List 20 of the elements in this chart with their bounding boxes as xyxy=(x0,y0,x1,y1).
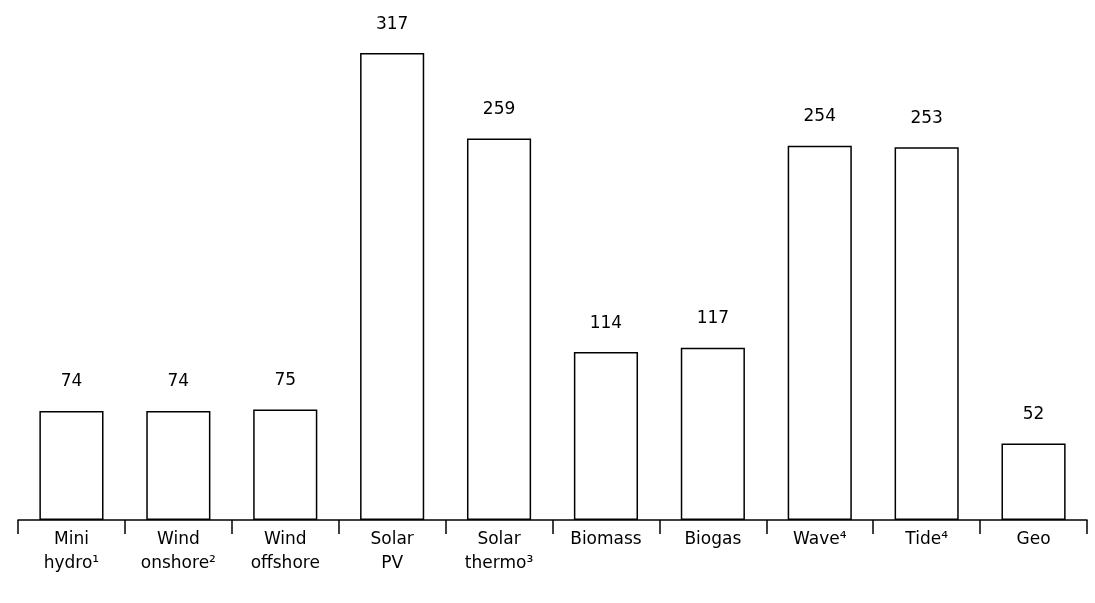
data-label: 52 xyxy=(1022,402,1045,423)
data-label: 74 xyxy=(60,370,83,391)
x-tick-label: Wind offshore xyxy=(250,528,320,572)
x-tick-label: Solar thermo³ xyxy=(464,528,534,572)
data-label: 117 xyxy=(696,307,730,328)
x-tick-label: Wave⁴ xyxy=(793,528,847,548)
x-tick-label: Biogas xyxy=(684,528,742,548)
x-tick-label: Biomass xyxy=(570,528,642,548)
data-label: 253 xyxy=(910,106,943,127)
x-tick-label: Mini hydro¹ xyxy=(43,528,100,572)
data-label: 259 xyxy=(482,97,516,118)
data-label: 74 xyxy=(167,370,190,391)
x-tick-label: Wind onshore² xyxy=(140,528,216,572)
x-tick-label: Geo xyxy=(1016,528,1051,548)
data-label: 254 xyxy=(803,105,836,126)
data-label: 114 xyxy=(589,311,623,332)
x-tick-label: Tide⁴ xyxy=(904,528,949,548)
data-label: 317 xyxy=(375,12,409,33)
x-tick-label: Solar PV xyxy=(370,528,414,572)
data-label: 75 xyxy=(274,369,297,390)
